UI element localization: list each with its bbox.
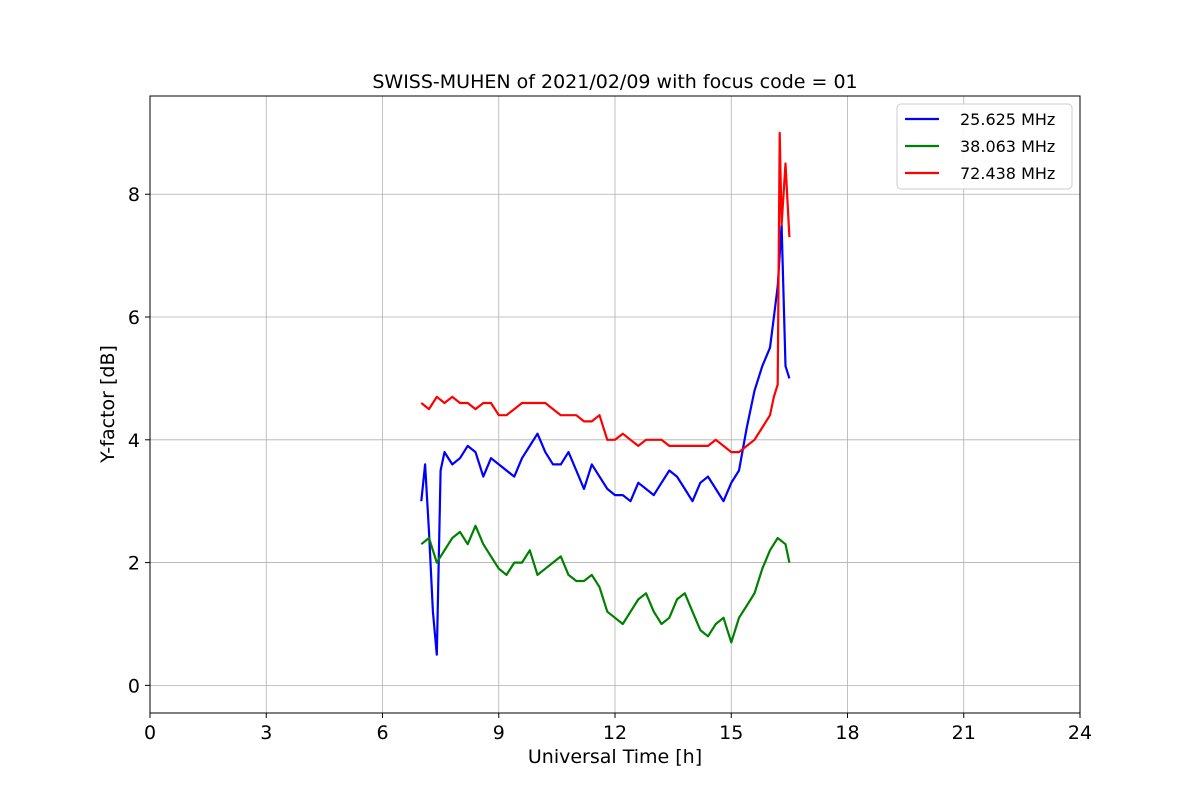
- legend-label-25-625: 25.625 MHz: [960, 110, 1055, 129]
- series-layer: [420, 131, 791, 656]
- series-line-38-063-mhz: [420, 524, 791, 644]
- y-axis-label: Y-factor [dB]: [97, 345, 119, 464]
- legend-label-38-063: 38.063 MHz: [960, 137, 1055, 156]
- x-tick-label: 3: [260, 722, 272, 744]
- y-tick-label: 2: [128, 553, 140, 575]
- legend-label-72-438: 72.438 MHz: [960, 164, 1055, 183]
- chart-title: SWISS-MUHEN of 2021/02/09 with focus cod…: [372, 71, 857, 93]
- series-line-25-625-mhz: [420, 223, 791, 656]
- y-tick-label: 6: [128, 307, 140, 329]
- y-tick-label: 0: [128, 675, 140, 697]
- x-tick-label: 18: [835, 722, 859, 744]
- x-tick-label: 21: [952, 722, 976, 744]
- x-tick-label: 9: [493, 722, 505, 744]
- y-tick-label: 4: [128, 430, 140, 452]
- x-axis-label: Universal Time [h]: [528, 746, 702, 768]
- x-tick-label: 12: [603, 722, 627, 744]
- x-tick-label: 6: [376, 722, 388, 744]
- x-tick-label: 0: [144, 722, 156, 744]
- grid-layer: [149, 96, 1081, 713]
- y-tick-label: 8: [128, 184, 140, 206]
- legend-box: [896, 103, 1073, 190]
- series-line-72-438-mhz: [420, 131, 791, 454]
- x-tick-label: 15: [719, 722, 743, 744]
- legend: 25.625 MHz 38.063 MHz 72.438 MHz: [896, 103, 1073, 190]
- x-tick-label: 24: [1068, 722, 1092, 744]
